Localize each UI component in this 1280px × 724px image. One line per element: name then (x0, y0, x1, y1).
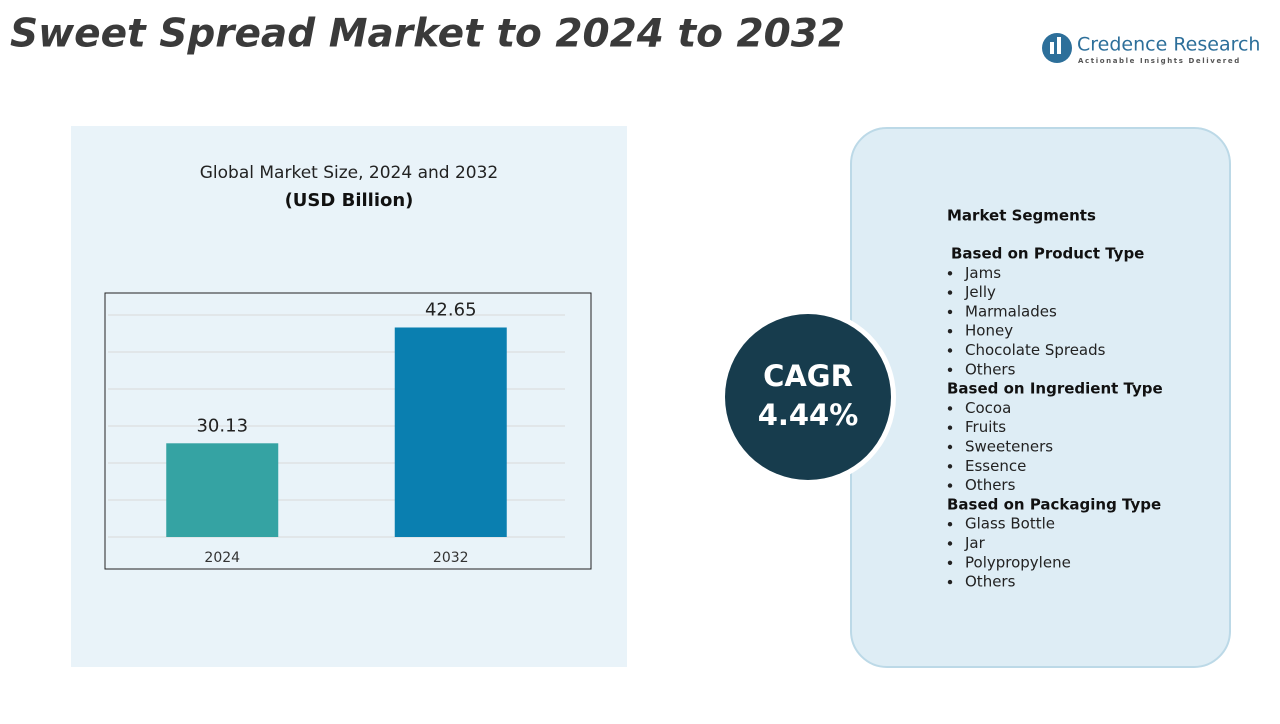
segment-item: Marmalades (965, 302, 1057, 320)
segment-item: Jar (964, 534, 986, 552)
chart-subtitle: (USD Billion) (285, 190, 414, 211)
bullet (947, 464, 953, 469)
bullet (947, 271, 953, 276)
segment-item: Chocolate Spreads (965, 341, 1106, 359)
segment-group-title: Based on Product Type (951, 245, 1144, 263)
segments-title: Market Segments (947, 207, 1096, 225)
segments-list: Based on Product TypeJamsJellyMarmalades… (947, 245, 1163, 591)
segment-item: Glass Bottle (965, 515, 1055, 533)
cagr-value: 4.44% (758, 398, 859, 432)
value-label: 30.13 (196, 415, 248, 436)
bullet (947, 541, 953, 546)
cagr-circle (725, 314, 891, 480)
segment-group-title: Based on Packaging Type (947, 495, 1161, 513)
logo-icon-bar (1050, 42, 1054, 54)
segment-item: Sweeteners (965, 438, 1053, 456)
plot: 30.13 2024 42.65 2032 (108, 299, 565, 566)
segment-item: Others (965, 360, 1016, 378)
bullet (947, 329, 953, 334)
bullet (947, 406, 953, 411)
bullet (947, 348, 953, 353)
segment-item: Honey (965, 322, 1013, 340)
x-tick-label: 2024 (204, 550, 240, 566)
segment-group-title: Based on Ingredient Type (947, 380, 1163, 398)
bullet (947, 522, 953, 527)
segment-item: Others (965, 476, 1016, 494)
bullet (947, 290, 953, 295)
bullet (947, 579, 953, 585)
segment-item: Essence (965, 457, 1026, 475)
bullet (947, 560, 953, 565)
chart-title: Global Market Size, 2024 and 2032 (200, 163, 499, 183)
bullet (947, 425, 953, 430)
x-tick-label: 2032 (433, 550, 469, 566)
segment-item: Cocoa (965, 399, 1011, 417)
bar (166, 443, 279, 537)
chart-panel (71, 126, 627, 667)
segment-item: Polypropylene (965, 553, 1071, 571)
bullet (947, 309, 953, 315)
logo: Credence Research Actionable Insights De… (1042, 33, 1260, 65)
cagr-label: CAGR (763, 359, 853, 393)
bullet (947, 444, 953, 450)
chart-frame (104, 292, 592, 570)
value-label: 42.65 (425, 299, 477, 320)
logo-tagline: Actionable Insights Delivered (1078, 57, 1241, 65)
segment-item: Jelly (964, 283, 996, 301)
page-title: Sweet Spread Market to 2024 to 2032 (10, 12, 845, 57)
segment-item: Jams (964, 264, 1001, 282)
logo-icon-bar (1057, 37, 1061, 54)
bar (394, 327, 507, 537)
bullet (947, 483, 953, 488)
segment-item: Others (965, 573, 1016, 591)
segment-item: Fruits (965, 418, 1006, 436)
bullet (947, 367, 953, 372)
logo-name: Credence Research (1077, 34, 1260, 56)
